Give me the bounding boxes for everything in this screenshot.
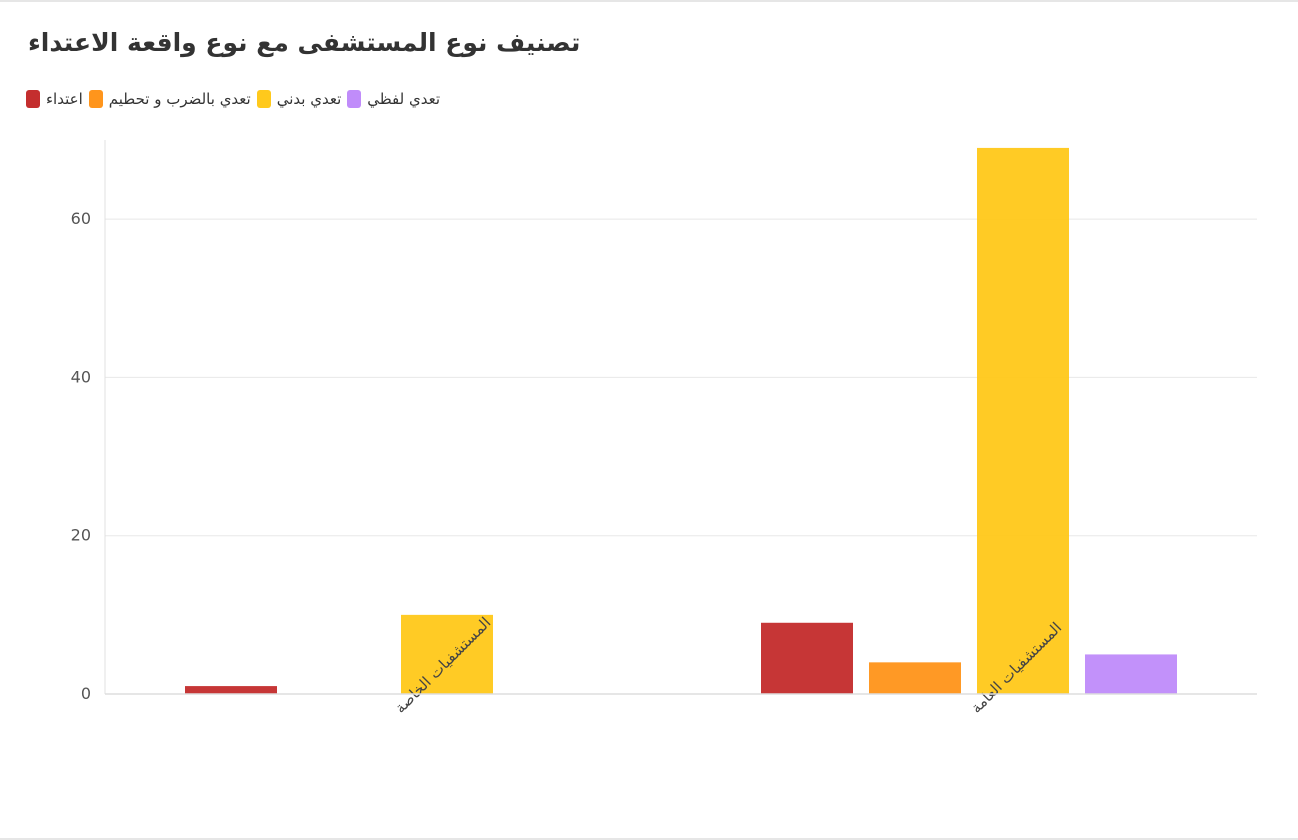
y-tick-label: 20 — [71, 526, 91, 545]
legend-label: تعدي بدني — [276, 90, 342, 108]
y-tick-label: 60 — [71, 209, 91, 228]
chart-legend: اعتداء تعدي بالضرب و تحطيم تعدي بدني تعدي ل… — [26, 88, 440, 110]
legend-swatch — [347, 90, 362, 108]
bar — [185, 686, 277, 694]
bar — [869, 662, 961, 694]
legend-label: تعدي بالضرب و تحطيم — [108, 90, 251, 108]
legend-swatch — [88, 90, 103, 108]
y-tick-label: 0 — [81, 684, 91, 703]
bar — [761, 622, 853, 694]
bar — [977, 147, 1069, 694]
legend-item[interactable]: تعدي بدني — [256, 90, 342, 108]
bar — [1085, 654, 1177, 694]
legend-item[interactable]: اعتداء — [26, 90, 83, 108]
legend-item[interactable]: تعدي لفظي — [347, 90, 440, 108]
y-tick-label: 40 — [71, 367, 91, 386]
legend-swatch — [256, 90, 271, 108]
chart-title: تصنيف نوع المستشفى مع نوع واقعة الاعتداء — [28, 28, 581, 57]
bar — [401, 614, 493, 694]
legend-item[interactable]: تعدي بالضرب و تحطيم — [88, 90, 251, 108]
legend-swatch — [26, 90, 40, 108]
legend-label: اعتداء — [46, 90, 83, 108]
legend-label: تعدي لفظي — [367, 90, 441, 108]
